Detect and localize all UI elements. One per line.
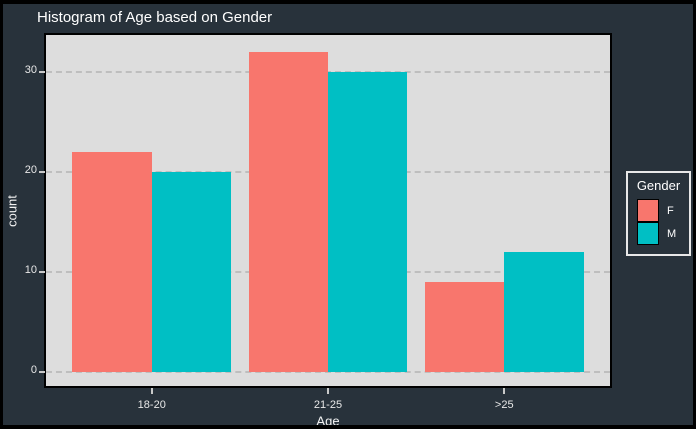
y-axis-title: count [4,195,20,227]
legend-label-f: F [667,204,674,217]
legend-item-f: F [637,199,689,222]
y-tick-30 [39,71,45,73]
x-tick-18-20 [150,388,153,394]
x-axis-title: Age [316,413,340,429]
bar-f->25 [424,282,505,372]
y-tick-label-20: 20 [24,164,37,176]
gridline-0 [46,371,610,373]
bar-m->25 [504,252,584,372]
bar-f-21-25 [248,52,328,372]
y-tick-label-10: 10 [24,264,37,276]
y-tick-10 [39,271,45,273]
legend-swatch-m [637,222,659,245]
x-tick-label->25: >25 [494,399,514,411]
legend-item-m: M [637,222,689,245]
bar-m-18-20 [151,172,232,372]
x-tick-label-21-25: 21-25 [313,399,343,411]
chart-title: Histogram of Age based on Gender [37,9,273,26]
legend-swatch-f [637,199,659,222]
y-tick-label-30: 30 [24,64,37,76]
y-tick-20 [39,171,45,173]
bar-m-21-25 [328,72,408,372]
plot-area [44,33,612,388]
y-tick-label-0: 0 [30,364,37,376]
x-tick->25 [503,388,506,394]
x-tick-21-25 [327,388,329,394]
legend: Gender F M [626,171,691,256]
legend-label-m: M [667,227,677,240]
x-tick-label-18-20: 18-20 [137,399,166,411]
bar-f-18-20 [72,152,152,372]
legend-title: Gender [636,178,681,193]
y-tick-0 [39,371,45,373]
